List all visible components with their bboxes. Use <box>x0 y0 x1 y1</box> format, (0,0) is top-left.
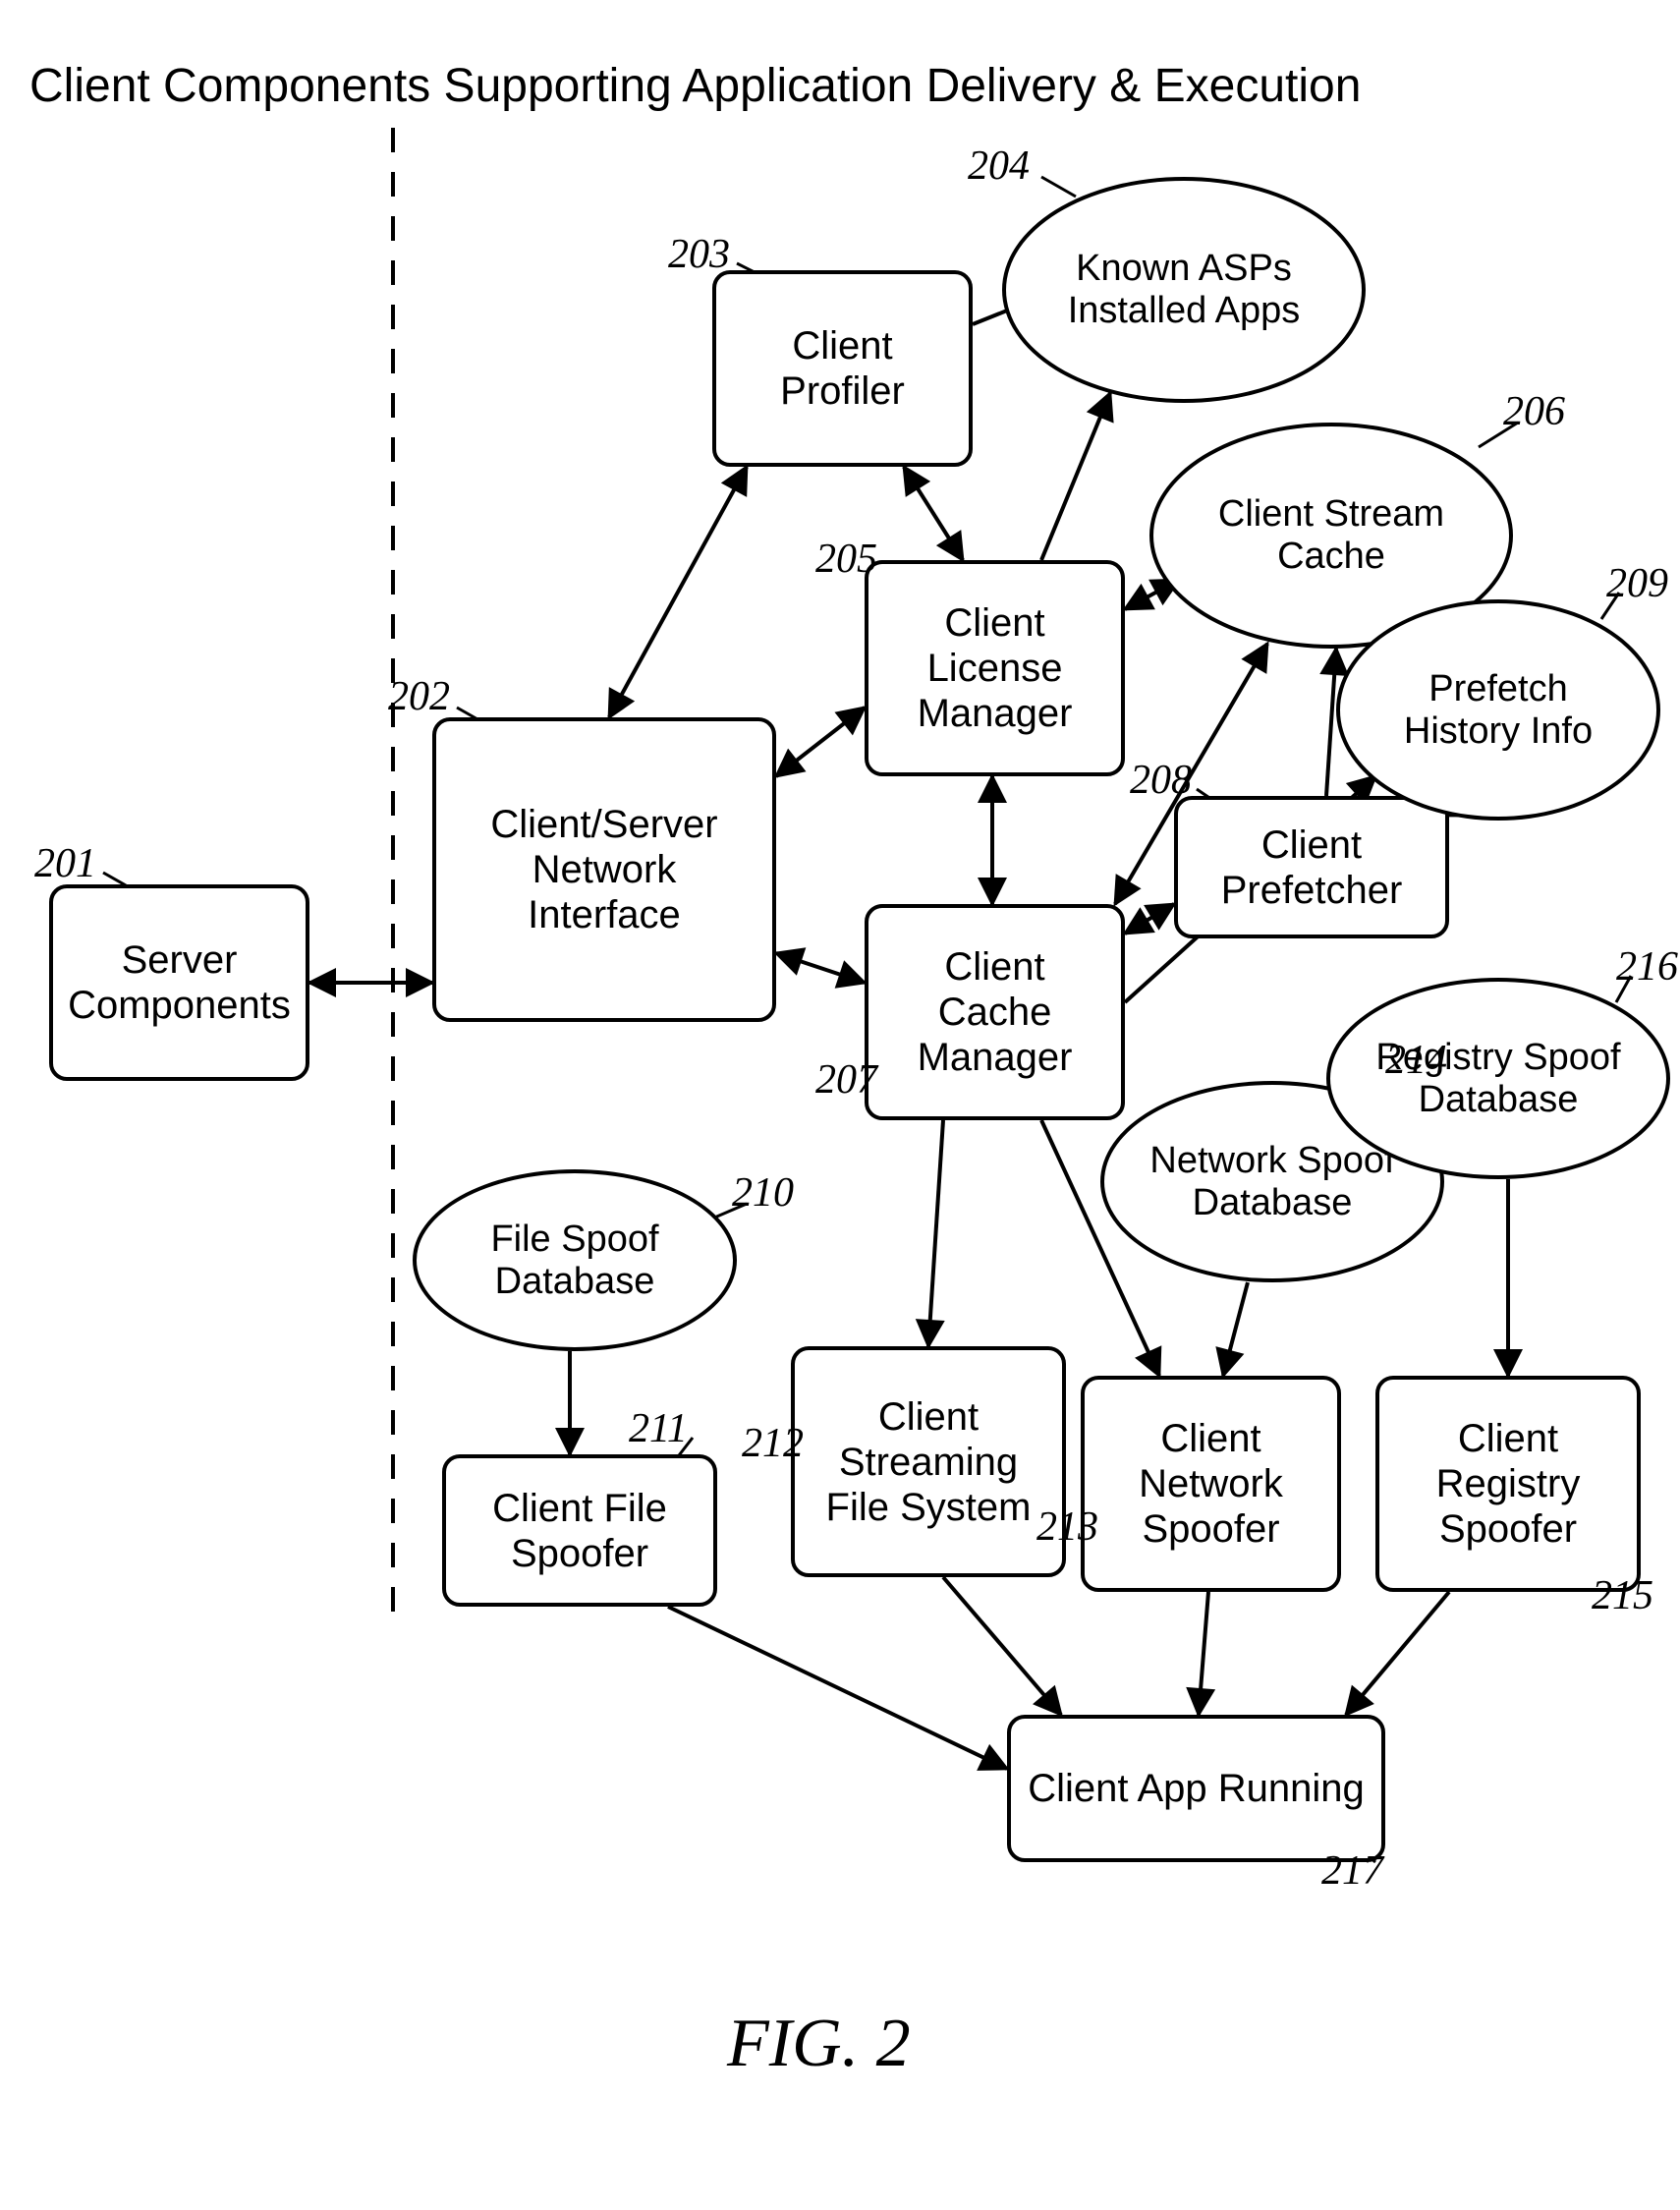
label-211: 211 <box>629 1405 688 1452</box>
node-213: ClientNetworkSpoofer <box>1081 1376 1341 1592</box>
label-210: 210 <box>732 1169 794 1217</box>
label-214: 214 <box>1385 1037 1447 1084</box>
label-203: 203 <box>668 231 730 278</box>
edge-207-208 <box>1125 904 1174 934</box>
label-204: 204 <box>968 142 1030 190</box>
node-201: ServerComponents <box>49 884 309 1081</box>
label-217: 217 <box>1321 1847 1383 1895</box>
label-207: 207 <box>815 1056 877 1104</box>
node-209: PrefetchHistory Info <box>1336 599 1660 821</box>
edge-208-206 <box>1326 649 1336 796</box>
edge-202-203 <box>609 467 747 717</box>
node-216: Registry SpoofDatabase <box>1326 978 1670 1179</box>
edge-214-213 <box>1223 1282 1248 1376</box>
diagram-title: Client Components Supporting Application… <box>29 59 1361 113</box>
label-206: 206 <box>1503 388 1565 435</box>
edge-202-207 <box>776 953 865 983</box>
edge-202-205 <box>776 708 865 776</box>
node-208: ClientPrefetcher <box>1174 796 1449 938</box>
label-216: 216 <box>1616 943 1678 991</box>
label-213: 213 <box>1036 1503 1098 1551</box>
node-211: Client FileSpoofer <box>442 1454 717 1607</box>
edge-213-217 <box>1199 1592 1208 1715</box>
label-201: 201 <box>34 840 96 887</box>
node-212: ClientStreamingFile System <box>791 1346 1066 1577</box>
edge-204-205 <box>1041 393 1110 560</box>
label-209: 209 <box>1606 560 1668 607</box>
node-207: ClientCacheManager <box>865 904 1125 1120</box>
figure-caption: FIG. 2 <box>727 2005 911 2083</box>
label-205: 205 <box>815 536 877 583</box>
node-217: Client App Running <box>1007 1715 1385 1862</box>
edge-207-212 <box>928 1120 943 1346</box>
node-215: ClientRegistrySpoofer <box>1375 1376 1641 1592</box>
diagram-canvas: Client Components Supporting Application… <box>0 0 1680 2210</box>
edge-215-217 <box>1346 1592 1449 1715</box>
label-215: 215 <box>1592 1572 1653 1619</box>
node-203: ClientProfiler <box>712 270 973 467</box>
edge-211-217 <box>668 1607 1007 1769</box>
node-204: Known ASPsInstalled Apps <box>1002 177 1366 403</box>
node-210: File SpoofDatabase <box>413 1169 737 1351</box>
leader-204 <box>1041 177 1076 197</box>
edge-212-217 <box>943 1577 1061 1715</box>
label-208: 208 <box>1130 757 1192 804</box>
node-202: Client/ServerNetworkInterface <box>432 717 776 1022</box>
edge-203-205 <box>904 467 963 560</box>
node-205: ClientLicenseManager <box>865 560 1125 776</box>
label-202: 202 <box>388 673 450 720</box>
label-212: 212 <box>742 1420 804 1467</box>
